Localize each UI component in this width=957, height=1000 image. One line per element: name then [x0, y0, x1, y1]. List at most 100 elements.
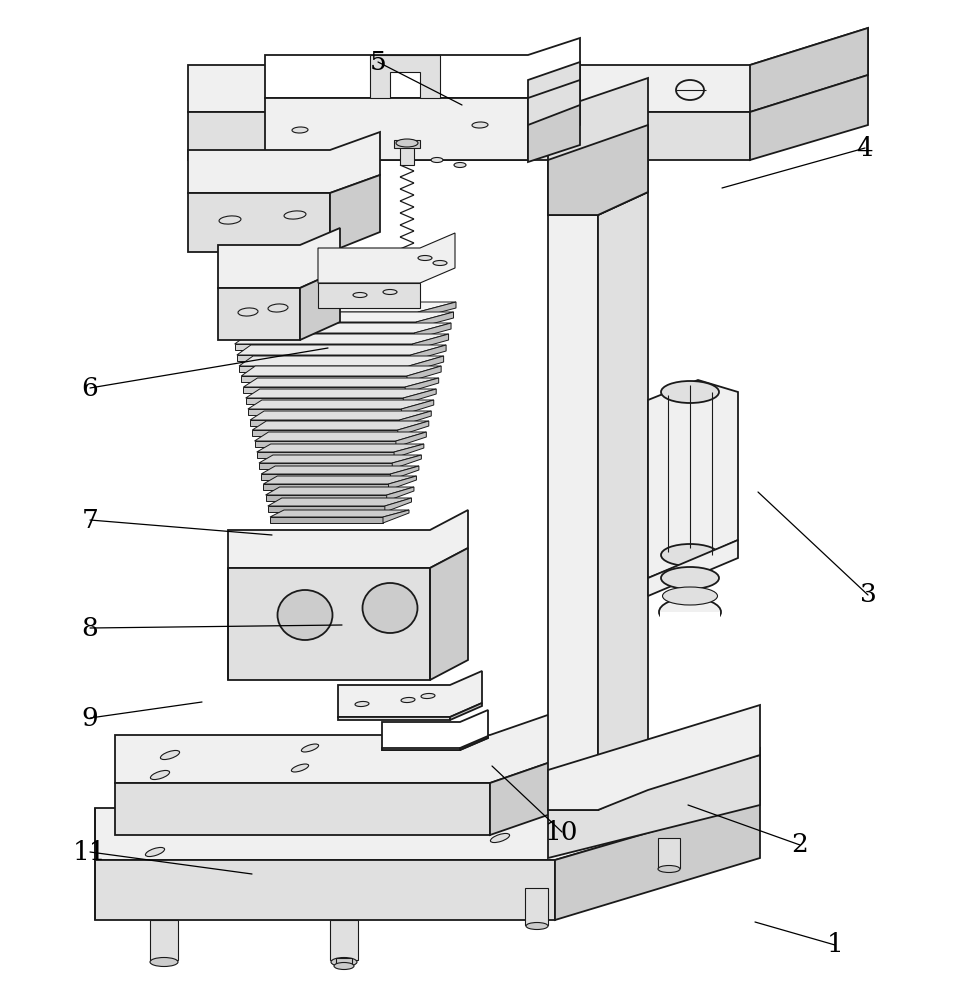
Polygon shape	[241, 376, 407, 382]
Polygon shape	[266, 495, 387, 501]
Polygon shape	[248, 400, 434, 409]
Ellipse shape	[396, 139, 418, 147]
Polygon shape	[263, 476, 416, 484]
Polygon shape	[265, 98, 528, 160]
Polygon shape	[382, 710, 488, 750]
Polygon shape	[253, 430, 398, 436]
Polygon shape	[389, 476, 416, 490]
Ellipse shape	[676, 80, 704, 100]
Polygon shape	[370, 55, 440, 98]
Ellipse shape	[284, 211, 306, 219]
Polygon shape	[150, 920, 178, 960]
Text: 5: 5	[369, 49, 387, 75]
Polygon shape	[412, 334, 449, 350]
Ellipse shape	[292, 127, 308, 133]
Polygon shape	[430, 548, 468, 680]
Ellipse shape	[219, 216, 241, 224]
Text: 9: 9	[81, 706, 99, 730]
Ellipse shape	[291, 764, 308, 772]
Polygon shape	[188, 112, 750, 160]
Ellipse shape	[150, 770, 169, 780]
Polygon shape	[555, 800, 760, 920]
Polygon shape	[318, 283, 420, 308]
Ellipse shape	[268, 304, 288, 312]
Ellipse shape	[161, 750, 180, 760]
Polygon shape	[263, 484, 389, 490]
Ellipse shape	[662, 587, 718, 605]
Polygon shape	[403, 389, 436, 404]
Polygon shape	[401, 400, 434, 415]
Polygon shape	[528, 80, 580, 142]
Polygon shape	[416, 312, 454, 328]
Ellipse shape	[661, 381, 719, 403]
Polygon shape	[228, 568, 430, 680]
Polygon shape	[95, 748, 760, 860]
Text: 6: 6	[81, 375, 99, 400]
Polygon shape	[256, 452, 394, 458]
Ellipse shape	[659, 598, 721, 626]
Text: 8: 8	[81, 615, 99, 641]
Polygon shape	[250, 411, 432, 420]
Polygon shape	[248, 409, 401, 415]
Ellipse shape	[490, 833, 509, 843]
Polygon shape	[265, 38, 580, 98]
Polygon shape	[233, 323, 451, 333]
Text: 11: 11	[74, 840, 107, 864]
Polygon shape	[450, 703, 482, 720]
Ellipse shape	[383, 290, 397, 294]
Ellipse shape	[472, 122, 488, 128]
Polygon shape	[259, 463, 392, 469]
Polygon shape	[648, 540, 738, 596]
Polygon shape	[318, 233, 455, 283]
Polygon shape	[396, 432, 426, 447]
Polygon shape	[598, 192, 648, 810]
Polygon shape	[241, 366, 441, 376]
Polygon shape	[525, 888, 548, 925]
Ellipse shape	[331, 958, 357, 966]
Ellipse shape	[661, 544, 719, 566]
Polygon shape	[246, 389, 436, 398]
Polygon shape	[236, 355, 411, 361]
Polygon shape	[188, 132, 380, 193]
Polygon shape	[270, 510, 409, 517]
Polygon shape	[256, 444, 424, 452]
Polygon shape	[330, 175, 380, 252]
Ellipse shape	[418, 255, 432, 260]
Polygon shape	[266, 487, 414, 495]
Polygon shape	[231, 312, 454, 322]
Polygon shape	[385, 498, 412, 512]
Polygon shape	[490, 738, 620, 835]
Polygon shape	[528, 62, 580, 125]
Ellipse shape	[526, 922, 548, 930]
Polygon shape	[414, 323, 451, 339]
Polygon shape	[231, 322, 416, 328]
Polygon shape	[236, 345, 446, 355]
Text: 2: 2	[791, 832, 809, 857]
Polygon shape	[336, 958, 352, 965]
Polygon shape	[228, 312, 418, 318]
Polygon shape	[234, 334, 449, 344]
Polygon shape	[648, 380, 738, 578]
Polygon shape	[188, 28, 868, 112]
Polygon shape	[234, 344, 412, 350]
Polygon shape	[243, 387, 405, 393]
Ellipse shape	[501, 807, 520, 817]
Polygon shape	[228, 302, 456, 312]
Ellipse shape	[658, 865, 680, 872]
Polygon shape	[255, 441, 396, 447]
Polygon shape	[253, 421, 429, 430]
Polygon shape	[392, 455, 421, 469]
Ellipse shape	[301, 744, 319, 752]
Polygon shape	[409, 356, 444, 372]
Polygon shape	[528, 105, 580, 162]
Polygon shape	[411, 345, 446, 361]
Ellipse shape	[683, 788, 701, 796]
Polygon shape	[338, 717, 450, 720]
Polygon shape	[394, 444, 424, 458]
Polygon shape	[259, 455, 421, 463]
Polygon shape	[243, 378, 438, 387]
Polygon shape	[548, 125, 648, 215]
Ellipse shape	[136, 823, 155, 833]
Polygon shape	[228, 510, 468, 568]
Polygon shape	[246, 398, 403, 404]
